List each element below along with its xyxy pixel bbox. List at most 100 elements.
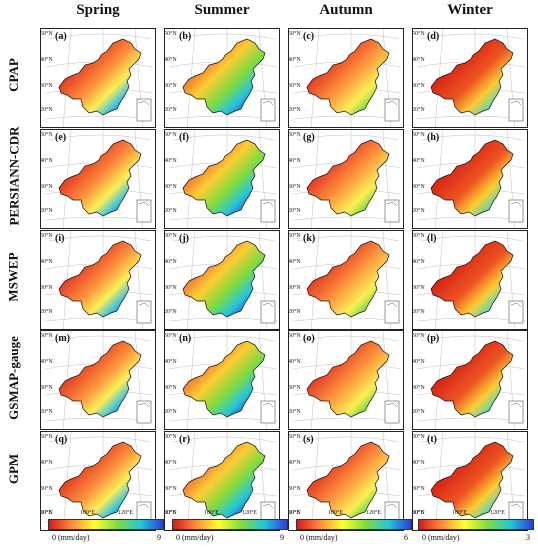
latitude-label: 20°N — [164, 107, 177, 113]
latitude-label: 20°N — [288, 309, 301, 315]
latitude-label: 20°N — [288, 107, 301, 113]
colorbar-spring-min: 0 (mm/day) — [52, 533, 90, 542]
colorbar-summer-min: 0 (mm/day) — [176, 533, 214, 542]
latitude-label: 40°N — [164, 259, 177, 265]
latitude-label: 30°N — [288, 285, 301, 291]
longitude-label: 120°E — [242, 510, 258, 516]
latitude-label: 40°N — [288, 57, 301, 63]
season-header-spring: Spring — [76, 2, 120, 18]
latitude-label: 40°N — [164, 460, 177, 466]
latitude-label: 20°N — [288, 409, 301, 415]
season-header-winter: Winter — [447, 2, 493, 18]
latitude-label: 40°N — [40, 460, 53, 466]
latitude-label: 40°N — [412, 359, 425, 365]
panel-letter: (t) — [427, 434, 437, 445]
latitude-label: 40°N — [40, 359, 53, 365]
colorbar-winter-min: 0 (mm/day) — [422, 533, 460, 542]
panel-letter: (n) — [179, 333, 192, 344]
longitude-label: 120°E — [366, 510, 382, 516]
panel-letter: (g) — [303, 132, 315, 143]
latitude-label: 50°N — [40, 31, 53, 37]
colorbar-winter-max: 3 — [526, 533, 530, 542]
latitude-label: 20°N — [164, 510, 177, 516]
latitude-label: 50°N — [412, 31, 425, 37]
latitude-label: 20°N — [412, 309, 425, 315]
latitude-label: 40°N — [40, 57, 53, 63]
map-panel: (n) 50°N 40°N 30°N 20°N — [164, 330, 280, 430]
latitude-label: 40°N — [164, 359, 177, 365]
longitude-label: 100°E — [452, 510, 468, 516]
latitude-label: 50°N — [40, 132, 53, 138]
latitude-label: 40°N — [412, 460, 425, 466]
colorbar-autumn — [296, 519, 412, 530]
latitude-label: 30°N — [288, 83, 301, 89]
panel-letter: (l) — [427, 233, 437, 244]
longitude-label: 80°E — [40, 510, 53, 516]
map-panel: (a) 50°N 40°N 30°N 20°N — [40, 28, 156, 128]
latitude-label: 50°N — [40, 233, 53, 239]
map-panel: (t) 50°N 40°N 30°N 20°N — [412, 431, 528, 531]
map-panel: (m) 50°N 40°N 30°N 20°N — [40, 330, 156, 430]
panel-letter: (k) — [303, 233, 316, 244]
panel-letter: (m) — [55, 333, 70, 344]
latitude-label: 30°N — [288, 486, 301, 492]
latitude-label: 30°N — [412, 486, 425, 492]
latitude-label: 50°N — [288, 132, 301, 138]
map-panel: (l) 50°N 40°N 30°N 20°N — [412, 230, 528, 330]
latitude-label: 30°N — [40, 83, 53, 89]
latitude-label: 40°N — [412, 259, 425, 265]
map-panel: (e) 50°N 40°N 30°N 20°N — [40, 129, 156, 229]
latitude-label: 30°N — [40, 486, 53, 492]
map-panel: (h) 50°N 40°N 30°N 20°N — [412, 129, 528, 229]
latitude-label: 30°N — [164, 385, 177, 391]
map-panel: (r) 50°N 40°N 30°N 20°N — [164, 431, 280, 531]
panel-letter: (o) — [303, 333, 315, 344]
latitude-label: 20°N — [412, 208, 425, 214]
latitude-label: 50°N — [40, 333, 53, 339]
latitude-label: 50°N — [412, 434, 425, 440]
latitude-label: 20°N — [40, 510, 53, 516]
latitude-label: 50°N — [164, 31, 177, 37]
map-panel: (s) 50°N 40°N 30°N 20°N — [288, 431, 404, 531]
latitude-label: 50°N — [164, 132, 177, 138]
map-panel: (o) 50°N 40°N 30°N 20°N — [288, 330, 404, 430]
row-label-gpm: GPM — [6, 453, 22, 485]
latitude-label: 20°N — [164, 208, 177, 214]
latitude-label: 40°N — [288, 259, 301, 265]
map-panel: (i) 50°N 40°N 30°N 20°N — [40, 230, 156, 330]
latitude-label: 30°N — [412, 385, 425, 391]
panel-letter: (r) — [179, 434, 191, 445]
latitude-label: 50°N — [412, 233, 425, 239]
longitude-label: 80°E — [288, 510, 301, 516]
latitude-label: 40°N — [288, 460, 301, 466]
panel-letter: (i) — [55, 233, 65, 244]
panel-letter: (s) — [303, 434, 314, 445]
map-panel: (f) 50°N 40°N 30°N 20°N — [164, 129, 280, 229]
latitude-label: 50°N — [288, 333, 301, 339]
longitude-label: 80°E — [412, 510, 425, 516]
latitude-label: 40°N — [40, 259, 53, 265]
latitude-label: 20°N — [412, 107, 425, 113]
map-panel: (g) 50°N 40°N 30°N 20°N — [288, 129, 404, 229]
latitude-label: 20°N — [288, 208, 301, 214]
season-header-summer: Summer — [194, 2, 250, 18]
latitude-label: 30°N — [412, 285, 425, 291]
latitude-label: 30°N — [288, 184, 301, 190]
colorbar-spring — [48, 519, 164, 530]
latitude-label: 20°N — [40, 107, 53, 113]
colorbar-summer — [172, 519, 288, 530]
row-label-persiann-cdr: PERSIANN-CDR — [6, 126, 22, 226]
latitude-label: 50°N — [164, 333, 177, 339]
longitude-label: 120°E — [118, 510, 134, 516]
longitude-label: 80°E — [164, 510, 177, 516]
latitude-label: 20°N — [412, 510, 425, 516]
row-label-cpap: CPAP — [6, 58, 22, 92]
panel-letter: (d) — [427, 31, 440, 42]
panel-letter: (a) — [55, 31, 67, 42]
latitude-label: 50°N — [412, 333, 425, 339]
latitude-label: 20°N — [164, 309, 177, 315]
latitude-label: 20°N — [164, 409, 177, 415]
latitude-label: 50°N — [288, 31, 301, 37]
latitude-label: 30°N — [288, 385, 301, 391]
panel-letter: (p) — [427, 333, 440, 344]
